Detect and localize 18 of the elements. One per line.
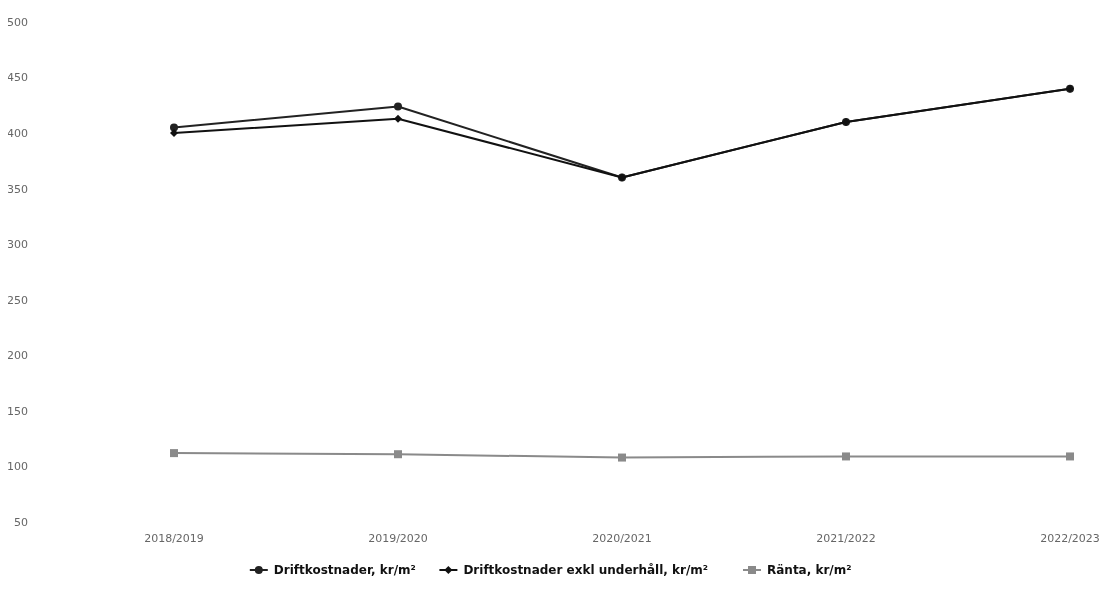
y-tick-label: 50: [14, 515, 28, 529]
x-tick-label: 2020/2021: [592, 532, 652, 545]
y-tick-label: 250: [7, 293, 28, 307]
x-tick-label: 2019/2020: [368, 532, 428, 545]
legend-label: Driftkostnader exkl underhåll, kr/m²: [463, 563, 709, 578]
legend-label: Driftkostnader, kr/m²: [273, 563, 416, 578]
legend-label: Ränta, kr/m²: [767, 563, 852, 578]
x-tick-label: 2021/2022: [816, 532, 876, 545]
y-tick-label: 200: [7, 349, 28, 363]
x-tick-label: 2018/2019: [144, 532, 204, 545]
y-tick-label: 150: [7, 404, 28, 418]
y-tick-label: 500: [7, 15, 28, 29]
x-tick-label: 2022/2023: [1040, 532, 1100, 545]
y-tick-label: 300: [7, 238, 28, 252]
y-tick-label: 100: [7, 460, 28, 474]
y-tick-label: 450: [7, 71, 28, 85]
y-tick-label: 350: [7, 182, 28, 196]
y-tick-label: 400: [7, 126, 28, 140]
